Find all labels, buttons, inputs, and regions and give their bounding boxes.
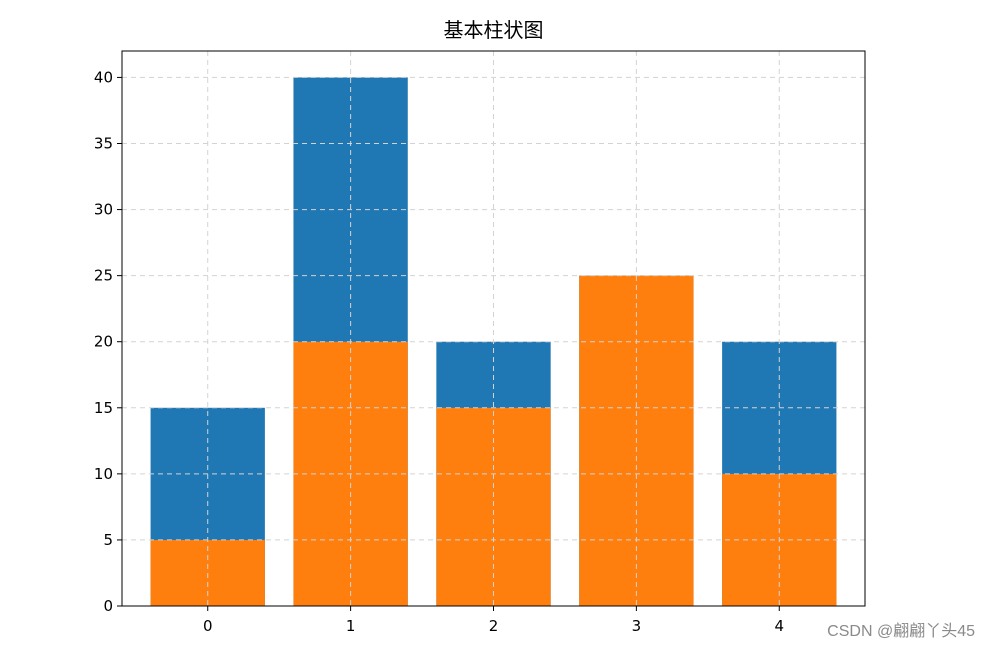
y-tick-label-5: 5 <box>103 531 113 549</box>
axis-ticks: 0 5 10 15 20 25 30 35 40 0 1 2 3 4 <box>94 68 784 635</box>
x-tick-label-3: 3 <box>632 617 642 635</box>
y-tick-label-10: 10 <box>94 465 113 483</box>
y-tick-label-40: 40 <box>94 68 113 86</box>
chart-title: 基本柱状图 <box>444 18 544 42</box>
y-tick-label-0: 0 <box>103 597 113 615</box>
y-tick-label-30: 30 <box>94 201 113 219</box>
y-tick-label-15: 15 <box>94 399 113 417</box>
y-tick-label-35: 35 <box>94 135 113 153</box>
x-tick-label-2: 2 <box>489 617 499 635</box>
x-tick-label-1: 1 <box>346 617 356 635</box>
x-tick-label-0: 0 <box>203 617 213 635</box>
y-tick-label-20: 20 <box>94 333 113 351</box>
x-tick-label-4: 4 <box>774 617 784 635</box>
y-tick-label-25: 25 <box>94 267 113 285</box>
watermark: CSDN @翩翩丫头45 <box>827 623 975 640</box>
